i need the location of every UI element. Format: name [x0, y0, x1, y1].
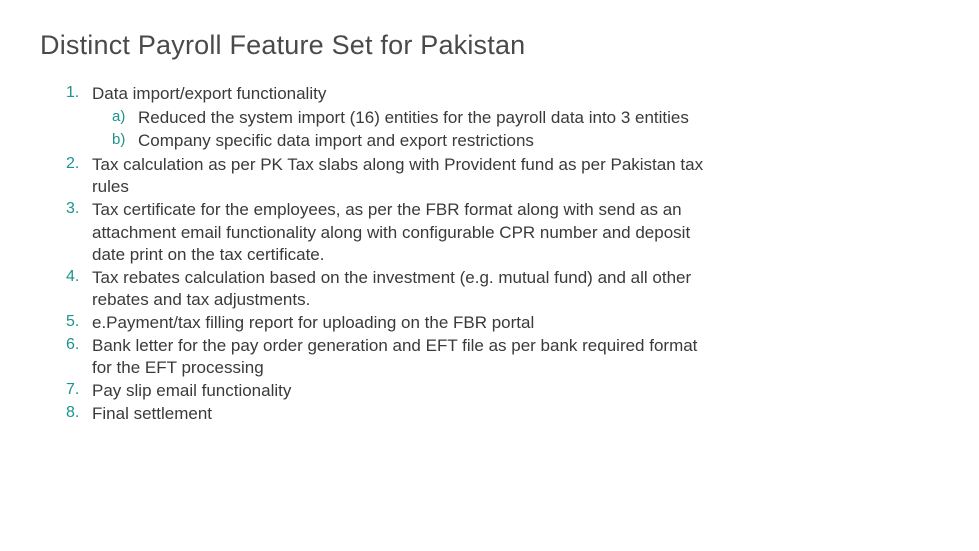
list-text: Tax rebates calculation based on the inv… — [92, 268, 691, 309]
page-title: Distinct Payroll Feature Set for Pakista… — [40, 30, 939, 61]
list-marker: 8. — [66, 403, 79, 424]
list-text: Tax certificate for the employees, as pe… — [92, 200, 690, 263]
list-item: a) Reduced the system import (16) entiti… — [112, 107, 706, 129]
list-item: 8. Final settlement — [66, 403, 706, 425]
list-text: Bank letter for the pay order generation… — [92, 336, 697, 377]
slide: Distinct Payroll Feature Set for Pakista… — [0, 0, 979, 551]
list-text: Data import/export functionality — [92, 84, 326, 103]
list-text: Company specific data import and export … — [138, 131, 534, 150]
list-text: Reduced the system import (16) entities … — [138, 108, 689, 127]
list-marker: 2. — [66, 154, 79, 175]
list-item: 1. Data import/export functionality a) R… — [66, 83, 706, 152]
list-marker: 6. — [66, 335, 79, 356]
list-marker: 4. — [66, 267, 79, 288]
list-text: e.Payment/tax filling report for uploadi… — [92, 313, 534, 332]
list-text: Final settlement — [92, 404, 212, 423]
list-item: 4. Tax rebates calculation based on the … — [66, 267, 706, 311]
list-text: Tax calculation as per PK Tax slabs alon… — [92, 155, 703, 196]
list-marker: a) — [112, 107, 125, 127]
list-item: 3. Tax certificate for the employees, as… — [66, 199, 706, 265]
list-marker: 3. — [66, 199, 79, 220]
list-marker: b) — [112, 130, 125, 150]
list-item: 5. e.Payment/tax filling report for uplo… — [66, 312, 706, 334]
list-item: b) Company specific data import and expo… — [112, 130, 706, 152]
list-item: 2. Tax calculation as per PK Tax slabs a… — [66, 154, 706, 198]
feature-sublist: a) Reduced the system import (16) entiti… — [92, 107, 706, 152]
list-marker: 5. — [66, 312, 79, 333]
list-text: Pay slip email functionality — [92, 381, 291, 400]
list-marker: 1. — [66, 83, 79, 104]
list-item: 7. Pay slip email functionality — [66, 380, 706, 402]
list-marker: 7. — [66, 380, 79, 401]
list-item: 6. Bank letter for the pay order generat… — [66, 335, 706, 379]
feature-list: 1. Data import/export functionality a) R… — [40, 83, 706, 425]
